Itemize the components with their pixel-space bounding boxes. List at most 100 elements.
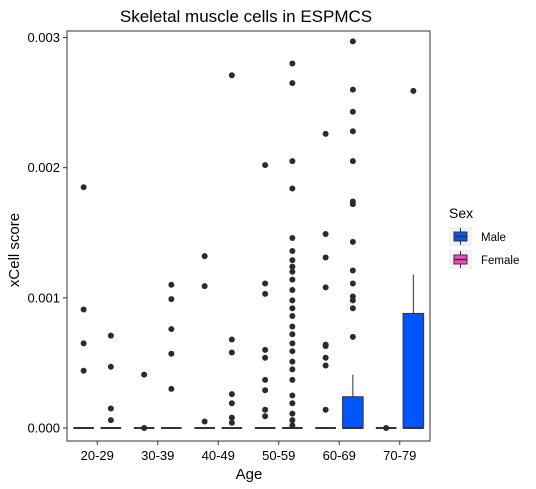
outlier-point xyxy=(168,350,175,357)
outlier-point xyxy=(228,414,235,421)
outlier-point xyxy=(349,305,356,312)
x-tick-label: 70-79 xyxy=(383,448,416,463)
outlier-point xyxy=(289,313,296,320)
outlier-point xyxy=(201,283,208,290)
outlier-point xyxy=(228,419,235,426)
outlier-point xyxy=(289,417,296,424)
outlier-point xyxy=(289,158,296,165)
legend-label-female: Female xyxy=(481,255,519,267)
outlier-point xyxy=(141,371,148,378)
legend-label-male: Male xyxy=(481,232,506,244)
outlier-point xyxy=(289,185,296,192)
x-tick-label: 20-29 xyxy=(81,448,114,463)
outlier-point xyxy=(107,417,114,424)
outlier-point xyxy=(262,280,269,287)
outlier-point xyxy=(349,201,356,208)
y-axis-title: xCell score xyxy=(6,213,23,287)
outlier-point xyxy=(80,306,87,313)
outlier-point xyxy=(228,391,235,398)
outlier-point xyxy=(289,263,296,270)
outlier-point xyxy=(289,392,296,399)
y-tick-label: 0.000 xyxy=(27,420,60,435)
x-tick-label: 40-49 xyxy=(202,448,235,463)
outlier-point xyxy=(107,363,114,370)
outlier-point xyxy=(228,349,235,356)
points-layer xyxy=(80,38,417,431)
outlier-point xyxy=(262,162,269,169)
outlier-point xyxy=(322,254,329,261)
outlier-point xyxy=(289,234,296,241)
outlier-point xyxy=(228,336,235,343)
boxes-layer xyxy=(73,274,425,429)
legend: Sex Male Female xyxy=(449,205,519,269)
outlier-point xyxy=(383,424,390,431)
outlier-point xyxy=(289,376,296,383)
x-tick-label: 50-59 xyxy=(262,448,295,463)
outlier-point xyxy=(262,290,269,297)
outlier-point xyxy=(289,410,296,417)
outlier-point xyxy=(322,342,329,349)
outlier-point xyxy=(262,387,269,394)
outlier-point xyxy=(289,247,296,254)
outlier-point xyxy=(289,268,296,275)
outlier-point xyxy=(80,340,87,347)
outlier-point xyxy=(107,405,114,412)
outlier-point xyxy=(349,86,356,93)
x-tick-label: 30-39 xyxy=(141,448,174,463)
outlier-point xyxy=(168,281,175,288)
outlier-point xyxy=(410,87,417,94)
outlier-point xyxy=(289,400,296,407)
outlier-point xyxy=(168,296,175,303)
outlier-point xyxy=(322,130,329,137)
outlier-point xyxy=(262,413,269,420)
outlier-point xyxy=(289,60,296,67)
outlier-point xyxy=(349,297,356,304)
x-axis-title: Age xyxy=(236,466,263,483)
outlier-point xyxy=(262,376,269,383)
outlier-point xyxy=(168,326,175,333)
outlier-point xyxy=(289,358,296,365)
outlier-point xyxy=(349,158,356,165)
outlier-point xyxy=(349,267,356,274)
y-tick-label: 0.002 xyxy=(27,160,60,175)
outlier-point xyxy=(289,323,296,330)
outlier-point xyxy=(80,184,87,191)
y-tick-label: 0.001 xyxy=(27,290,60,305)
outlier-point xyxy=(322,284,329,291)
outlier-point xyxy=(107,332,114,339)
outlier-point xyxy=(289,305,296,312)
outlier-point xyxy=(322,362,329,369)
box-male xyxy=(402,312,425,429)
legend-title: Sex xyxy=(449,205,473,221)
outlier-point xyxy=(322,231,329,238)
outlier-point xyxy=(289,276,296,283)
outlier-point xyxy=(349,280,356,287)
y-axis: 0.000 0.001 0.002 0.003 xyxy=(27,30,67,435)
outlier-point xyxy=(228,72,235,79)
outlier-point xyxy=(289,366,296,373)
outlier-point xyxy=(289,340,296,347)
outlier-point xyxy=(228,400,235,407)
outlier-point xyxy=(349,38,356,45)
x-tick-label: 60-69 xyxy=(323,448,356,463)
outlier-point xyxy=(289,348,296,355)
outlier-point xyxy=(201,253,208,260)
outlier-point xyxy=(262,354,269,361)
outlier-point xyxy=(322,406,329,413)
outlier-point xyxy=(289,287,296,294)
outlier-point xyxy=(349,108,356,115)
y-tick-label: 0.003 xyxy=(27,30,60,45)
outlier-point xyxy=(349,333,356,340)
outlier-point xyxy=(349,128,356,135)
outlier-point xyxy=(262,406,269,413)
outlier-point xyxy=(289,331,296,338)
outlier-point xyxy=(289,257,296,264)
outlier-point xyxy=(168,385,175,392)
chart-title: Skeletal muscle cells in ESPMCS xyxy=(120,7,372,26)
outlier-point xyxy=(262,346,269,353)
outlier-point xyxy=(289,80,296,87)
outlier-point xyxy=(289,297,296,304)
outlier-point xyxy=(80,367,87,374)
outlier-point xyxy=(201,418,208,425)
